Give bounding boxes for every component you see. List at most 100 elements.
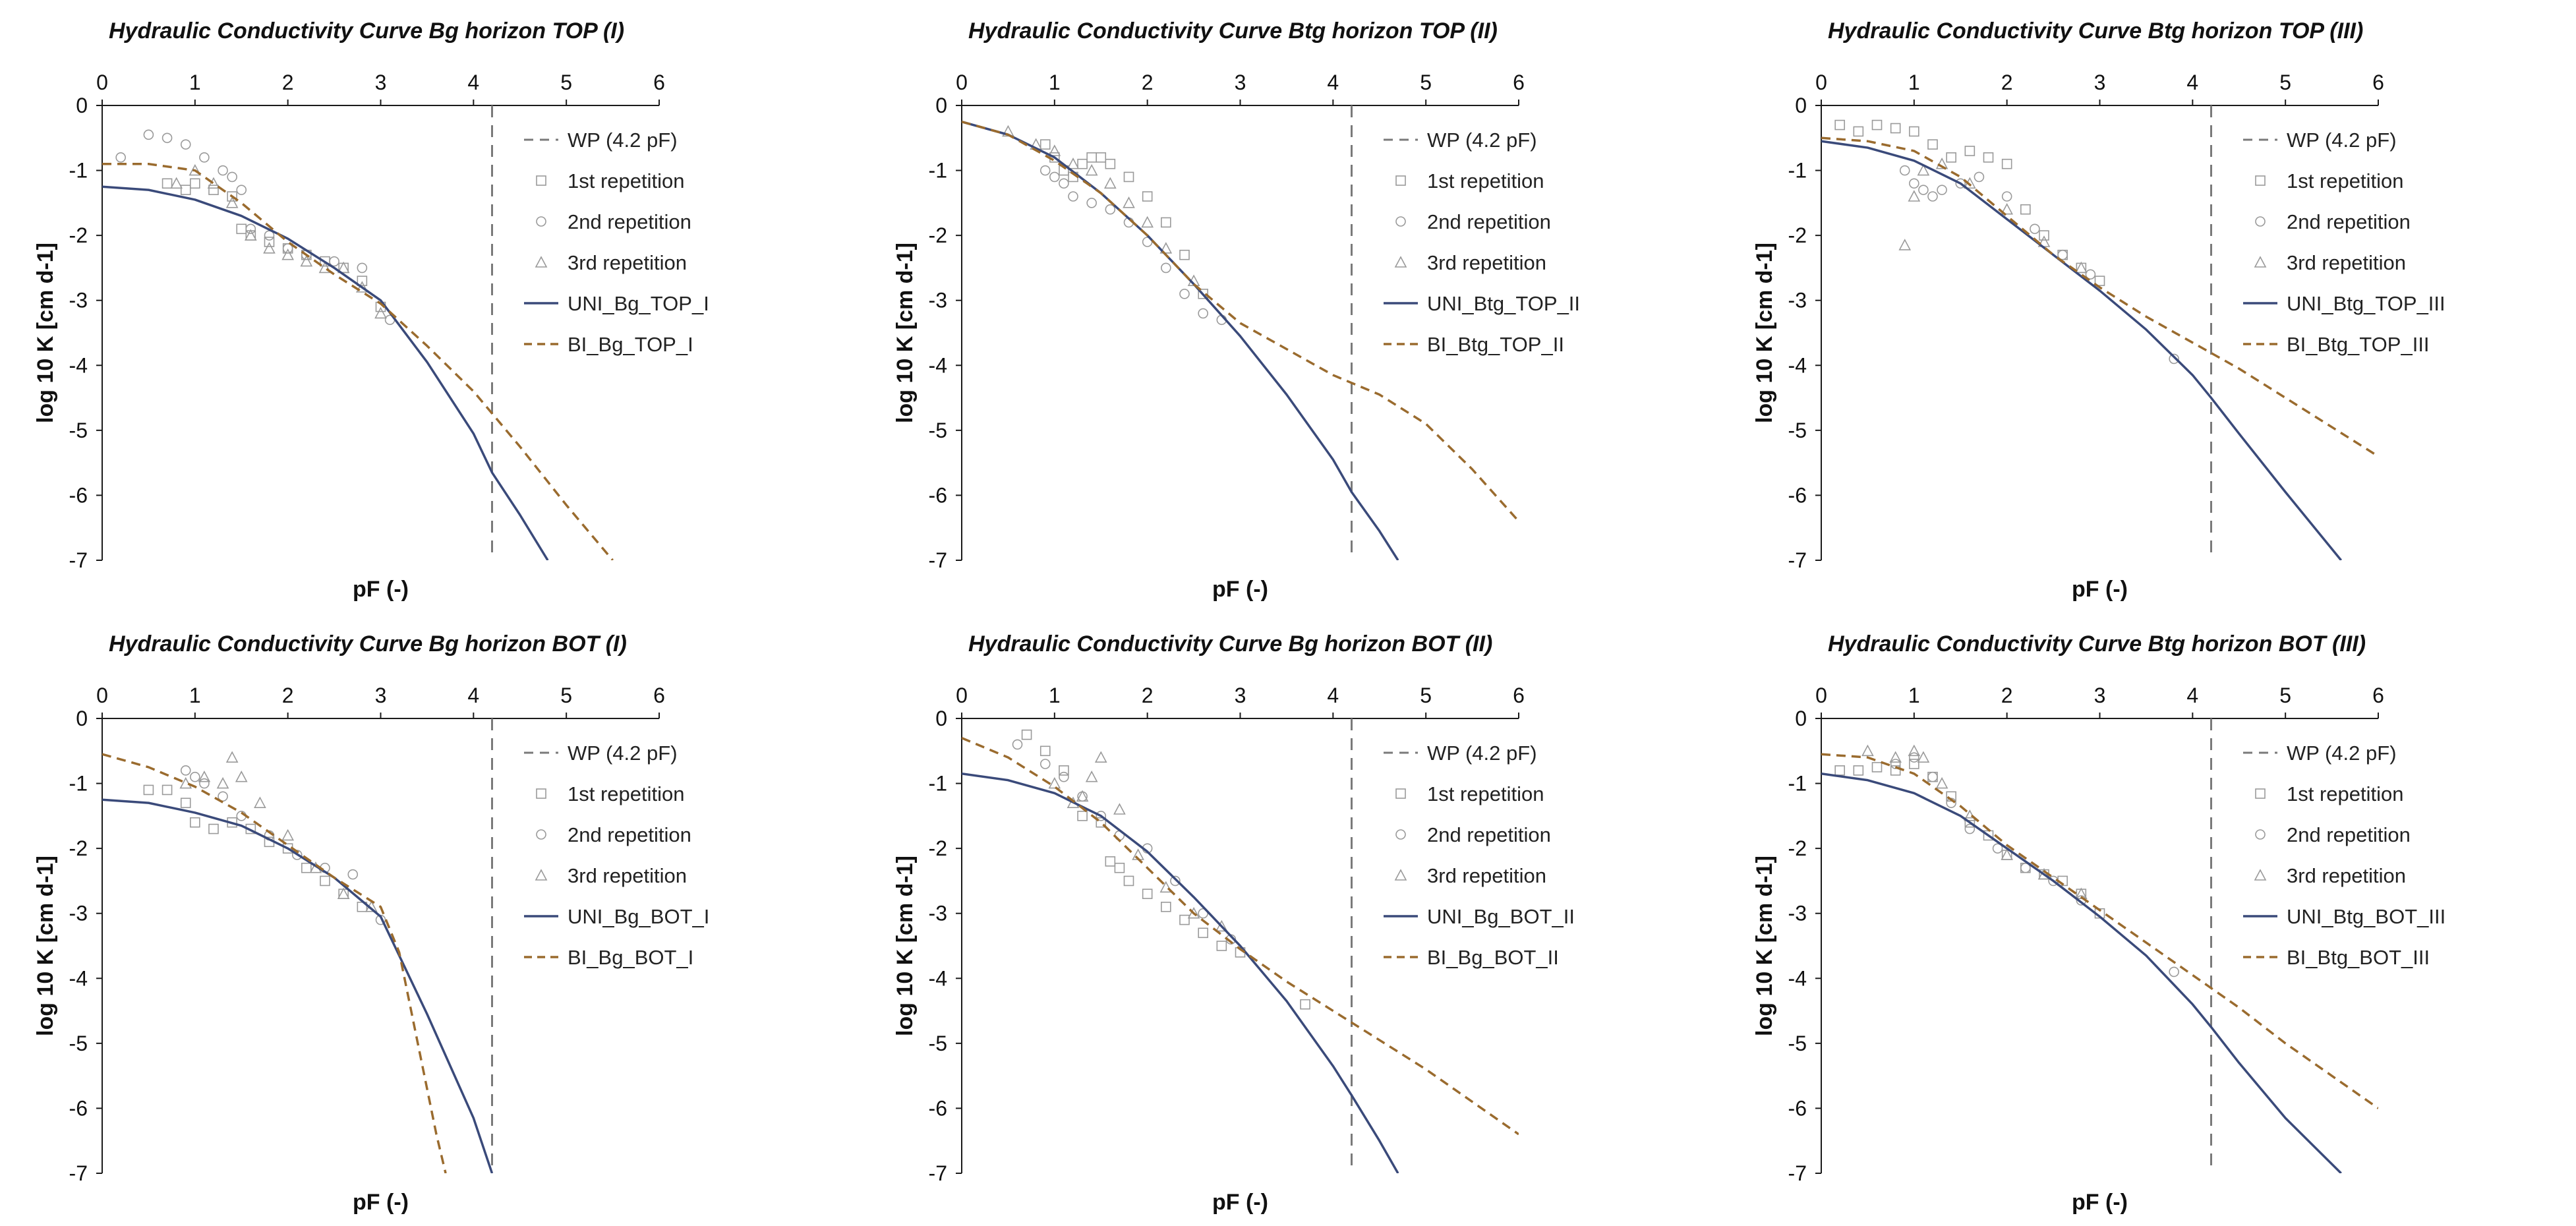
data-point (1076, 790, 1089, 802)
legend-label: BI_Bg_TOP_I (568, 333, 693, 356)
data-point (208, 185, 219, 195)
data-point (218, 165, 228, 176)
data-point (1917, 163, 1930, 176)
y-axis-label: log 10 K [cm d-1] (33, 856, 58, 1036)
data-point (216, 776, 229, 789)
scatter-series (1834, 119, 2105, 286)
data-point (1059, 771, 1069, 782)
y-tick-label: -3 (929, 289, 947, 312)
y-tick-label: -5 (1788, 1032, 1807, 1055)
data-point (1096, 817, 1107, 828)
data-point (1123, 875, 1134, 887)
data-point (1300, 999, 1310, 1010)
legend: WP (4.2 pF) 1st repetition 2nd repetition 3… (1384, 129, 1580, 356)
legend-swatch (2255, 216, 2266, 227)
chart-svg: Hydraulic Conductivity Curve Btg horizon… (1752, 631, 2445, 1215)
x-tick-label: 5 (1420, 71, 1432, 94)
x-tick-label: 2 (2001, 71, 2013, 94)
data-point (2094, 276, 2105, 286)
legend-label: 2nd repetition (2287, 823, 2411, 846)
data-point (225, 751, 239, 763)
bimodal-curve (102, 162, 614, 560)
data-point (1142, 191, 1153, 202)
legend-label: UNI_Btg_BOT_III (2287, 905, 2445, 928)
scatter-series (161, 178, 386, 312)
data-point (1161, 262, 1171, 274)
y-tick-label: -7 (69, 548, 88, 572)
data-point (1085, 771, 1098, 782)
chart-title: Hydraulic Conductivity Curve Btg horizon… (1828, 631, 2366, 657)
legend-label: 1st repetition (568, 782, 685, 805)
data-point (1898, 239, 1912, 250)
data-point (1909, 178, 1919, 189)
y-axis-label: log 10 K [cm d-1] (1752, 243, 1777, 423)
chart-title: Hydraulic Conductivity Curve Bg horizon … (109, 18, 624, 44)
data-point (1927, 771, 1938, 782)
y-axis-label: log 10 K [cm d-1] (893, 243, 918, 423)
legend-swatch (1394, 256, 1407, 268)
data-point (1909, 759, 1919, 769)
y-tick-label: -7 (929, 548, 947, 572)
data-point (1935, 158, 1948, 169)
y-tick-label: -4 (929, 353, 947, 377)
data-point (143, 784, 154, 796)
data-point (1834, 765, 1845, 776)
unimodal-curve (102, 798, 494, 1173)
data-point (1086, 198, 1097, 208)
x-tick-label: 6 (2372, 684, 2384, 707)
chart-svg: Hydraulic Conductivity Curve Bg horizon … (893, 631, 1575, 1215)
legend-swatch (2254, 256, 2267, 268)
y-tick-label: -2 (1788, 223, 1807, 247)
data-point (2001, 848, 2013, 860)
data-point (1105, 856, 1116, 867)
legend-label: UNI_Bg_BOT_II (1427, 905, 1575, 928)
data-point (301, 862, 312, 873)
legend: WP (4.2 pF) 1st repetition 2nd repetition 3… (2243, 129, 2445, 356)
scatter-series (1048, 751, 1228, 932)
data-point (235, 771, 248, 782)
data-point (1179, 249, 1190, 260)
data-point (1141, 216, 1154, 228)
data-point (1094, 751, 1107, 763)
data-point (1086, 152, 1097, 163)
data-point (2169, 966, 2179, 978)
y-tick-label: -1 (929, 159, 947, 183)
data-point (245, 229, 257, 241)
legend-swatch (1395, 216, 1406, 227)
x-tick-label: 3 (375, 71, 387, 94)
bimodal-curve (1821, 753, 2378, 1109)
x-tick-label: 5 (2279, 71, 2291, 94)
data-point (1179, 289, 1190, 299)
x-tick-label: 3 (2094, 71, 2106, 94)
scatter-series (1002, 125, 1200, 286)
data-point (1096, 152, 1107, 163)
legend-label: BI_Btg_TOP_III (2287, 333, 2430, 356)
legend-swatch (2254, 869, 2267, 881)
x-tick-label: 0 (1815, 71, 1827, 94)
data-point (1834, 119, 1845, 131)
y-tick-label: -4 (69, 353, 88, 377)
data-point (2001, 191, 2012, 202)
legend-swatch (1394, 869, 1407, 881)
data-point (190, 178, 200, 189)
data-point (1039, 745, 1051, 757)
y-tick-label: 0 (935, 94, 947, 117)
data-point (190, 817, 200, 828)
data-point (227, 171, 237, 183)
data-point (161, 784, 173, 796)
y-tick-label: -3 (1788, 289, 1807, 312)
x-tick-label: 1 (189, 71, 201, 94)
legend-swatch (536, 788, 546, 799)
chart-title: Hydraulic Conductivity Curve Bg horizon … (109, 631, 627, 657)
data-point (1113, 803, 1126, 815)
data-point (1853, 126, 1864, 137)
y-tick-label: -1 (69, 159, 88, 183)
scatter-series (1039, 139, 1208, 299)
plot-area (102, 105, 614, 560)
chart-panel: Hydraulic Conductivity Curve Bg horizon … (0, 0, 857, 613)
x-tick-label: 0 (956, 71, 968, 94)
legend-label: 3rd repetition (1427, 864, 1546, 887)
data-point (1198, 308, 1208, 319)
data-point (1198, 289, 1208, 299)
data-point (1909, 752, 1919, 763)
